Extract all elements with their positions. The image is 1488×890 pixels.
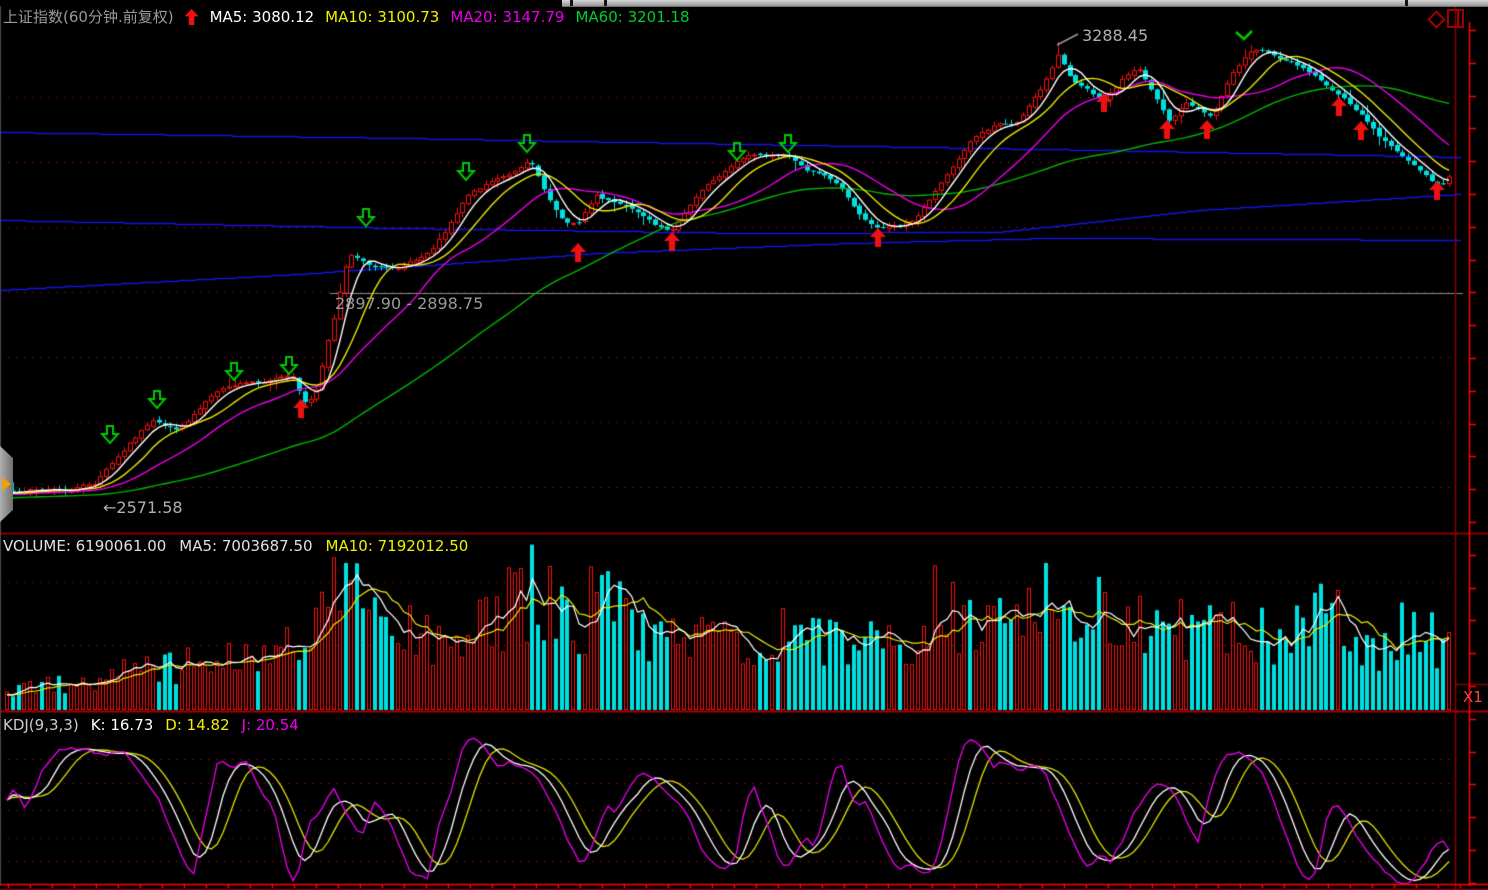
volume-value: VOLUME: 6190061.00: [3, 537, 167, 555]
gap-range-label: 2897.90 - 2898.75: [335, 294, 484, 313]
ma10-value: MA10: 3100.73: [325, 8, 440, 26]
volume-ma10-value: MA10: 7192012.50: [325, 537, 469, 555]
toolbar-notch: [1405, 0, 1408, 6]
volume-ma5-value: MA5: 7003687.50: [179, 537, 313, 555]
kdj-k-value: K: 16.73: [90, 716, 154, 734]
zoom-level-badge[interactable]: X1: [1463, 688, 1483, 706]
high-price-label: 3288.45: [1082, 26, 1149, 45]
kdj-label: KDJ(9,3,3): [3, 716, 79, 734]
toolbar-notch: [570, 0, 573, 6]
ma60-value: MA60: 3201.18: [575, 8, 690, 26]
window-layout-divider: [1457, 11, 1459, 26]
kdj-header: KDJ(9,3,3) K: 16.73 D: 14.82 J: 20.54: [3, 716, 299, 734]
up-arrow-icon: [184, 9, 199, 25]
toolbar-notch: [604, 0, 607, 6]
volume-header: VOLUME: 6190061.00 MA5: 7003687.50 MA10:…: [3, 537, 468, 555]
ma20-value: MA20: 3147.79: [450, 8, 565, 26]
panel-expand-handle[interactable]: [0, 446, 13, 522]
top-toolbar-strip: [562, 0, 1488, 7]
kdj-j-value: J: 20.54: [241, 716, 299, 734]
kdj-d-value: D: 14.82: [165, 716, 230, 734]
main-chart-header: 上证指数(60分钟.前复权) MA5: 3080.12 MA10: 3100.7…: [3, 8, 690, 26]
symbol-title: 上证指数(60分钟.前复权): [3, 8, 174, 26]
expand-arrow-icon: [2, 477, 11, 491]
low-price-label: ←2571.58: [103, 498, 183, 517]
window-layout-icon[interactable]: [1447, 9, 1464, 28]
ma5-value: MA5: 3080.12: [209, 8, 315, 26]
